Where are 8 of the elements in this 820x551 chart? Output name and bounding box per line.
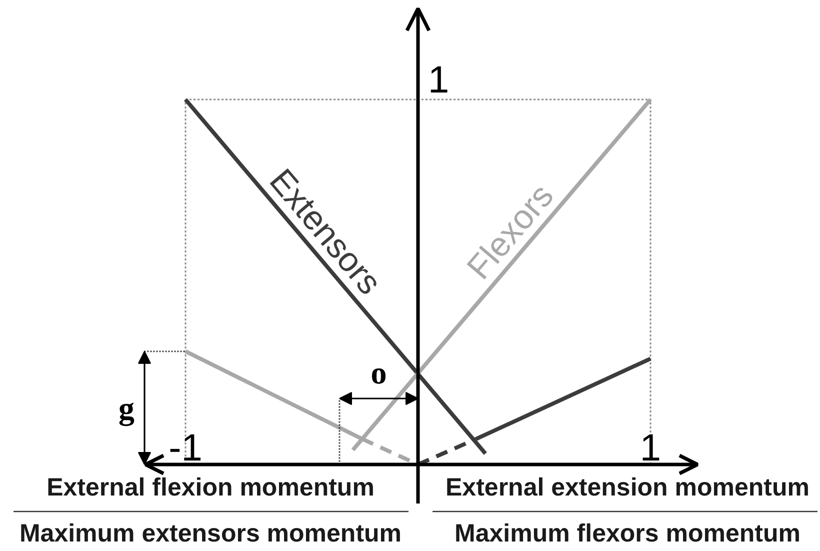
text: External flexion momentum bbox=[46, 474, 374, 502]
annotation: g bbox=[118, 390, 134, 427]
text: Maximum extensors momentum bbox=[19, 520, 402, 548]
annotation: 1 bbox=[428, 60, 450, 102]
text: Maximum flexors momentum bbox=[454, 520, 800, 548]
text: External extension momentum bbox=[446, 474, 810, 502]
x-tick-label: -1 bbox=[168, 428, 202, 470]
annotation: o bbox=[370, 354, 387, 390]
